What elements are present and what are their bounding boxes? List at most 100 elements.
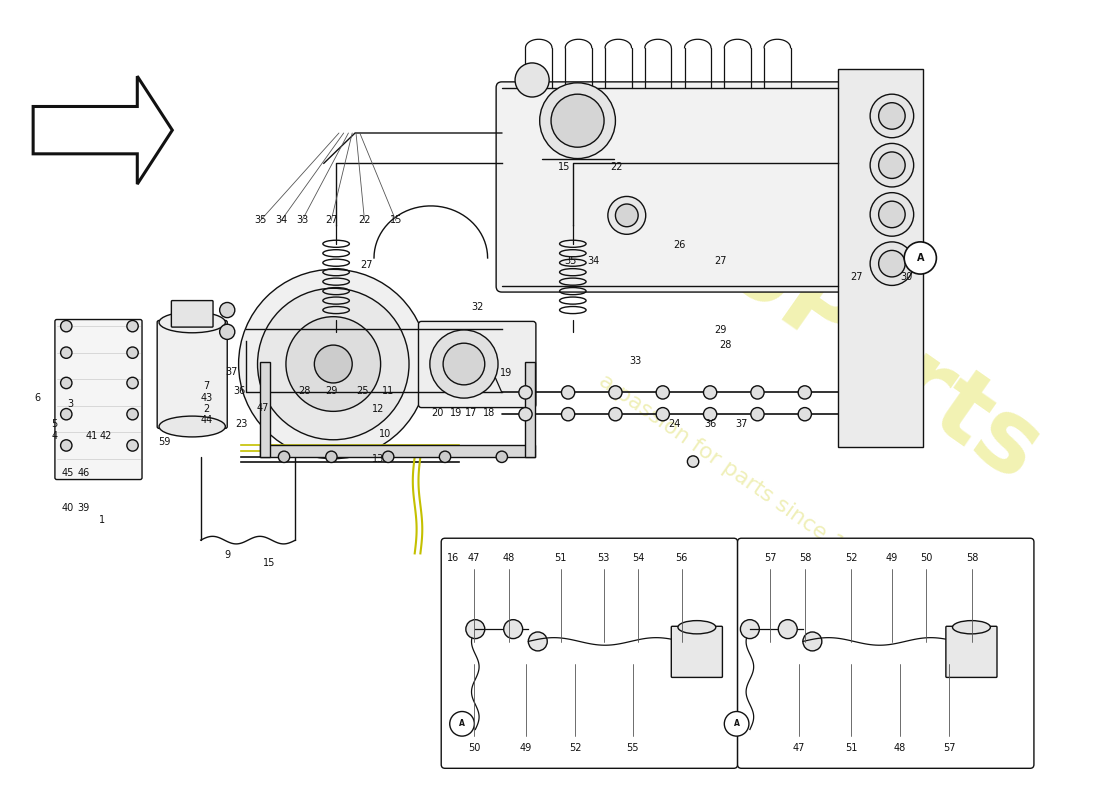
Text: 2: 2 [204,404,209,414]
Circle shape [315,345,352,383]
Text: 48: 48 [503,553,515,563]
Circle shape [326,451,337,462]
Text: 19: 19 [450,408,462,418]
FancyBboxPatch shape [441,538,738,768]
FancyBboxPatch shape [172,301,213,327]
Circle shape [465,620,485,638]
Circle shape [126,321,139,332]
Ellipse shape [160,416,226,437]
Text: 50: 50 [468,743,480,754]
Circle shape [656,386,670,399]
Circle shape [430,330,498,398]
Circle shape [286,317,381,411]
Text: 43: 43 [200,393,212,402]
Text: A: A [734,719,739,728]
FancyBboxPatch shape [738,538,1034,768]
Circle shape [561,407,574,421]
Circle shape [740,620,759,638]
Text: 9: 9 [224,550,230,560]
Text: 19: 19 [500,369,513,378]
Text: 15: 15 [263,558,275,568]
Text: 37: 37 [736,419,748,430]
Circle shape [608,386,623,399]
Circle shape [799,407,812,421]
Circle shape [551,94,604,147]
Circle shape [450,711,474,736]
Text: 1: 1 [99,514,106,525]
Circle shape [239,270,428,458]
Ellipse shape [953,621,990,634]
Text: 26: 26 [673,240,685,250]
Text: 32: 32 [471,302,483,312]
Circle shape [879,201,905,228]
Text: 7: 7 [204,382,209,391]
Text: 34: 34 [275,215,287,226]
FancyBboxPatch shape [946,626,997,678]
Circle shape [608,197,646,234]
Circle shape [519,407,532,421]
Circle shape [515,63,549,97]
Text: 23: 23 [235,419,248,430]
Text: 58: 58 [966,553,979,563]
Text: 33: 33 [296,215,308,226]
Text: 28: 28 [298,386,310,396]
Text: 42: 42 [100,430,112,441]
Text: 54: 54 [632,553,645,563]
Circle shape [126,378,139,389]
Circle shape [126,409,139,420]
Circle shape [688,456,698,467]
Circle shape [519,386,532,399]
Text: 44: 44 [200,415,212,426]
Text: 30: 30 [900,272,912,282]
Bar [838,69,923,447]
Text: 48: 48 [894,743,906,754]
Text: 22: 22 [610,162,623,172]
Circle shape [656,407,670,421]
Text: 25: 25 [356,386,369,396]
Text: 36: 36 [704,419,716,430]
Text: 24: 24 [669,419,681,430]
Circle shape [126,440,139,451]
Text: 41: 41 [86,430,98,441]
Ellipse shape [678,621,716,634]
Text: 36: 36 [233,386,245,396]
Text: 40: 40 [62,502,74,513]
Bar [261,362,270,457]
Circle shape [879,250,905,277]
Text: 47: 47 [793,743,805,754]
Text: 53: 53 [597,553,611,563]
Circle shape [751,386,764,399]
Text: 20: 20 [431,408,443,418]
FancyBboxPatch shape [157,321,228,429]
Text: 59: 59 [158,437,170,446]
Text: 13: 13 [372,454,384,464]
Circle shape [870,242,914,286]
Circle shape [60,409,72,420]
Polygon shape [33,76,173,184]
Text: 18: 18 [483,408,496,418]
Circle shape [439,451,451,462]
Text: 27: 27 [715,256,727,266]
Text: 29: 29 [324,386,338,396]
Circle shape [608,407,623,421]
Text: 52: 52 [569,743,581,754]
FancyBboxPatch shape [418,322,536,407]
Circle shape [443,343,485,385]
Text: 27: 27 [361,260,373,270]
Circle shape [704,386,717,399]
Circle shape [383,451,394,462]
Text: a passion for parts since 1985: a passion for parts since 1985 [595,371,882,581]
Circle shape [528,632,548,651]
Text: euroParts: euroParts [551,107,1058,503]
Circle shape [779,620,798,638]
FancyBboxPatch shape [671,626,723,678]
Circle shape [615,204,638,226]
Circle shape [561,386,574,399]
Text: 35: 35 [564,256,576,266]
Text: 27: 27 [850,272,862,282]
Text: 52: 52 [845,553,857,563]
Ellipse shape [160,312,226,333]
Text: 3: 3 [68,398,74,409]
Text: 56: 56 [675,553,688,563]
Text: 35: 35 [254,215,266,226]
